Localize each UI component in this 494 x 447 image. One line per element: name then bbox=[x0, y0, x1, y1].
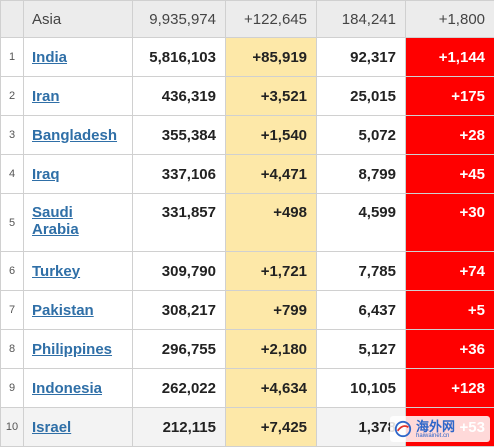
new-deaths-cell: +74 bbox=[406, 252, 494, 291]
region-total-deaths: 184,241 bbox=[317, 1, 406, 38]
table-row: 1 India 5,816,103 +85,919 92,317 +1,144 bbox=[1, 38, 494, 77]
region-name: Asia bbox=[24, 1, 133, 38]
country-link[interactable]: Israel bbox=[32, 419, 71, 436]
new-deaths-cell: +5 bbox=[406, 291, 494, 330]
row-rank: 3 bbox=[1, 116, 24, 155]
total-deaths-cell: 10,105 bbox=[317, 369, 406, 408]
total-cases-cell: 296,755 bbox=[133, 330, 226, 369]
watermark-text: 海外网 haiwainet.cn bbox=[416, 420, 455, 439]
total-deaths-cell: 5,127 bbox=[317, 330, 406, 369]
row-rank: 6 bbox=[1, 252, 24, 291]
new-cases-cell: +799 bbox=[226, 291, 317, 330]
total-cases-cell: 337,106 bbox=[133, 155, 226, 194]
new-cases-cell: +1,540 bbox=[226, 116, 317, 155]
total-deaths-cell: 4,599 bbox=[317, 194, 406, 252]
row-rank: 7 bbox=[1, 291, 24, 330]
total-deaths-cell: 8,799 bbox=[317, 155, 406, 194]
header-rank-cell bbox=[1, 1, 24, 38]
total-cases-cell: 212,115 bbox=[133, 408, 226, 447]
new-cases-cell: +7,425 bbox=[226, 408, 317, 447]
globe-logo-icon bbox=[394, 420, 412, 438]
watermark-sub-text: haiwainet.cn bbox=[416, 433, 455, 439]
row-rank: 8 bbox=[1, 330, 24, 369]
row-rank: 1 bbox=[1, 38, 24, 77]
total-cases-cell: 5,816,103 bbox=[133, 38, 226, 77]
total-deaths-cell: 5,072 bbox=[317, 116, 406, 155]
new-cases-cell: +4,634 bbox=[226, 369, 317, 408]
total-cases-cell: 308,217 bbox=[133, 291, 226, 330]
new-deaths-cell: +128 bbox=[406, 369, 494, 408]
country-cell: Israel bbox=[24, 408, 133, 447]
new-cases-cell: +498 bbox=[226, 194, 317, 252]
total-deaths-cell: 92,317 bbox=[317, 38, 406, 77]
table-row: 2 Iran 436,319 +3,521 25,015 +175 bbox=[1, 77, 494, 116]
country-link[interactable]: Turkey bbox=[32, 263, 80, 280]
total-cases-cell: 309,790 bbox=[133, 252, 226, 291]
new-cases-cell: +1,721 bbox=[226, 252, 317, 291]
country-link[interactable]: Philippines bbox=[32, 341, 112, 358]
watermark: 海外网 haiwainet.cn bbox=[390, 416, 490, 442]
table-row: 3 Bangladesh 355,384 +1,540 5,072 +28 bbox=[1, 116, 494, 155]
country-cell: Pakistan bbox=[24, 291, 133, 330]
row-rank: 9 bbox=[1, 369, 24, 408]
table-row: 9 Indonesia 262,022 +4,634 10,105 +128 bbox=[1, 369, 494, 408]
new-deaths-cell: +1,144 bbox=[406, 38, 494, 77]
country-cell: Bangladesh bbox=[24, 116, 133, 155]
new-deaths-cell: +28 bbox=[406, 116, 494, 155]
total-deaths-cell: 6,437 bbox=[317, 291, 406, 330]
country-cell: India bbox=[24, 38, 133, 77]
total-cases-cell: 436,319 bbox=[133, 77, 226, 116]
total-cases-cell: 355,384 bbox=[133, 116, 226, 155]
country-cell: Indonesia bbox=[24, 369, 133, 408]
new-cases-cell: +2,180 bbox=[226, 330, 317, 369]
new-deaths-cell: +45 bbox=[406, 155, 494, 194]
country-link[interactable]: India bbox=[32, 49, 67, 66]
country-cell: Turkey bbox=[24, 252, 133, 291]
row-rank: 10 bbox=[1, 408, 24, 447]
total-deaths-cell: 7,785 bbox=[317, 252, 406, 291]
region-new-deaths: +1,800 bbox=[406, 1, 494, 38]
region-new-cases: +122,645 bbox=[226, 1, 317, 38]
country-cell: Iran bbox=[24, 77, 133, 116]
country-link[interactable]: Indonesia bbox=[32, 380, 102, 397]
table-row: 6 Turkey 309,790 +1,721 7,785 +74 bbox=[1, 252, 494, 291]
total-deaths-cell: 25,015 bbox=[317, 77, 406, 116]
new-cases-cell: +3,521 bbox=[226, 77, 317, 116]
table-row: 7 Pakistan 308,217 +799 6,437 +5 bbox=[1, 291, 494, 330]
country-cell: Iraq bbox=[24, 155, 133, 194]
table-row: 8 Philippines 296,755 +2,180 5,127 +36 bbox=[1, 330, 494, 369]
new-cases-cell: +85,919 bbox=[226, 38, 317, 77]
new-deaths-cell: +36 bbox=[406, 330, 494, 369]
country-link[interactable]: Pakistan bbox=[32, 302, 94, 319]
region-summary-row: Asia 9,935,974 +122,645 184,241 +1,800 bbox=[1, 1, 494, 38]
total-cases-cell: 331,857 bbox=[133, 194, 226, 252]
new-deaths-cell: +175 bbox=[406, 77, 494, 116]
country-link[interactable]: Iran bbox=[32, 88, 60, 105]
row-rank: 5 bbox=[1, 194, 24, 252]
row-rank: 4 bbox=[1, 155, 24, 194]
country-name-line-2: Arabia bbox=[32, 221, 79, 238]
row-rank: 2 bbox=[1, 77, 24, 116]
country-cell: Philippines bbox=[24, 330, 133, 369]
watermark-main-text: 海外网 bbox=[416, 420, 455, 433]
total-cases-cell: 262,022 bbox=[133, 369, 226, 408]
country-name-line-1: Saudi bbox=[32, 204, 73, 221]
country-link[interactable]: Iraq bbox=[32, 166, 60, 183]
region-total-cases: 9,935,974 bbox=[133, 1, 226, 38]
table-row: 4 Iraq 337,106 +4,471 8,799 +45 bbox=[1, 155, 494, 194]
country-link[interactable]: Bangladesh bbox=[32, 127, 117, 144]
new-cases-cell: +4,471 bbox=[226, 155, 317, 194]
new-deaths-cell: +30 bbox=[406, 194, 494, 252]
